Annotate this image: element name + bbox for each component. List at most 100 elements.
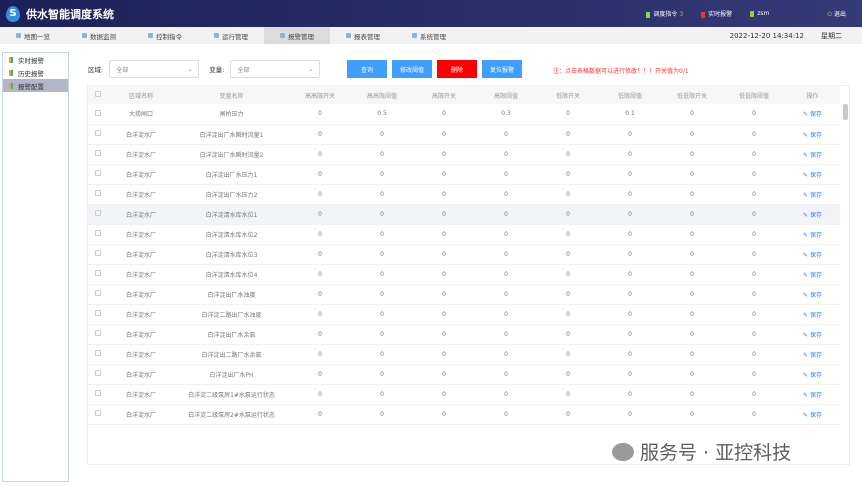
table-cell[interactable]: 0 [661,384,723,405]
table-cell[interactable]: 0 [289,284,351,305]
nav-item-3[interactable]: 运行管理 [198,27,264,44]
table-cell[interactable]: 0 [599,304,661,325]
save-button[interactable]: ✎ 保存 [785,364,840,385]
table-cell[interactable]: 0 [351,364,413,385]
table-cell[interactable]: 0 [537,144,599,165]
table-row[interactable]: 白洋淀水厂 白洋淀二级泵房1#水泵运行状态 0 0 0 0 0 0 0 0 ✎ 保存 [88,384,840,405]
table-cell[interactable]: 0 [351,324,413,345]
table-cell[interactable]: 0 [289,384,351,405]
table-cell[interactable]: 0 [661,304,723,325]
table-cell[interactable]: 0 [661,124,723,145]
table-cell[interactable]: 0 [413,344,475,365]
table-cell[interactable]: 0 [475,204,537,225]
save-button[interactable]: ✎ 保存 [785,104,840,125]
row-checkbox[interactable] [88,244,108,265]
table-cell[interactable]: 0 [661,264,723,285]
table-cell[interactable]: 0 [289,164,351,185]
table-cell[interactable]: 0 [723,164,785,185]
table-cell[interactable]: 0 [413,164,475,185]
logout-button[interactable]: ⏻ 退出 [827,9,846,19]
table-cell[interactable]: 0 [661,404,723,425]
table-cell[interactable]: 0 [599,404,661,425]
table-cell[interactable]: 0 [599,364,661,385]
nav-item-0[interactable]: 地图一览 [0,27,66,44]
table-cell[interactable]: 0 [537,284,599,305]
row-checkbox[interactable] [88,364,108,385]
table-cell[interactable]: 0 [723,144,785,165]
table-cell[interactable]: 0 [351,404,413,425]
table-cell[interactable]: 0 [537,264,599,285]
table-cell[interactable]: 0 [413,304,475,325]
table-cell[interactable]: 0 [289,244,351,265]
table-cell[interactable]: 0 [289,404,351,425]
table-cell[interactable]: 0 [413,364,475,385]
table-cell[interactable]: 0 [475,244,537,265]
table-cell[interactable]: 0 [351,164,413,185]
table-cell[interactable]: 0 [351,144,413,165]
table-cell[interactable]: 0 [289,204,351,225]
table-row[interactable]: 白洋淀水厂 白洋淀清水库水位3 0 0 0 0 0 0 0 0 ✎ 保存 [88,244,840,265]
row-checkbox[interactable] [88,104,108,125]
select-all-checkbox[interactable] [88,86,108,104]
table-cell[interactable]: 0 [289,124,351,145]
save-button[interactable]: ✎ 保存 [785,404,840,425]
table-cell[interactable]: 0 [537,304,599,325]
table-cell[interactable]: 0 [351,184,413,205]
row-checkbox[interactable] [88,344,108,365]
table-cell[interactable]: 0 [413,324,475,345]
table-cell[interactable]: 0 [413,284,475,305]
table-cell[interactable]: 0 [661,104,723,125]
table-cell[interactable]: 0 [289,224,351,245]
table-cell[interactable]: 0 [475,144,537,165]
modify-threshold-button[interactable]: 修改阈值 [392,60,432,78]
table-cell[interactable]: 0 [413,124,475,145]
table-cell[interactable]: 0 [351,344,413,365]
table-cell[interactable]: 0 [537,184,599,205]
table-cell[interactable]: 0 [475,224,537,245]
row-checkbox[interactable] [88,124,108,145]
table-cell[interactable]: 0 [723,224,785,245]
table-cell[interactable]: 0 [599,124,661,145]
save-button[interactable]: ✎ 保存 [785,164,840,185]
table-cell[interactable]: 0 [537,324,599,345]
table-cell[interactable]: 0 [537,244,599,265]
table-cell[interactable]: 0 [723,344,785,365]
table-cell[interactable]: 0 [289,104,351,125]
table-cell[interactable]: 0 [723,384,785,405]
row-checkbox[interactable] [88,144,108,165]
table-cell[interactable]: 0 [351,204,413,225]
save-button[interactable]: ✎ 保存 [785,384,840,405]
save-button[interactable]: ✎ 保存 [785,344,840,365]
table-cell[interactable]: 0 [475,184,537,205]
table-cell[interactable]: 0 [475,284,537,305]
table-row[interactable]: 白洋淀水厂 白洋淀出厂水瞬时流量2 0 0 0 0 0 0 0 0 ✎ 保存 [88,144,840,165]
table-cell[interactable]: 0 [723,284,785,305]
table-cell[interactable]: 0 [413,204,475,225]
query-button[interactable]: 查询 [347,60,387,78]
table-cell[interactable]: 0 [599,204,661,225]
table-cell[interactable]: 0 [661,344,723,365]
table-cell[interactable]: 0 [289,184,351,205]
reset-alarm-button[interactable]: 复位报警 [482,60,522,78]
table-cell[interactable]: 0 [351,244,413,265]
table-cell[interactable]: 0 [537,104,599,125]
table-cell[interactable]: 0 [351,304,413,325]
table-cell[interactable]: 0 [661,224,723,245]
save-button[interactable]: ✎ 保存 [785,144,840,165]
table-row[interactable]: 白洋淀水厂 白洋淀清水库水位2 0 0 0 0 0 0 0 0 ✎ 保存 [88,224,840,245]
table-cell[interactable]: 0 [413,224,475,245]
table-cell[interactable]: 0 [723,264,785,285]
table-cell[interactable]: 0 [289,324,351,345]
nav-item-5[interactable]: 报表管理 [330,27,396,44]
row-checkbox[interactable] [88,324,108,345]
row-checkbox[interactable] [88,224,108,245]
table-scrollbar[interactable] [843,104,848,120]
table-cell[interactable]: 0 [475,364,537,385]
table-cell[interactable]: 0 [475,404,537,425]
table-row[interactable]: 白洋淀水厂 白洋淀二路出厂水浊度 0 0 0 0 0 0 0 0 ✎ 保存 [88,304,840,325]
table-cell[interactable]: 0 [351,384,413,405]
table-cell[interactable]: 0 [289,304,351,325]
table-cell[interactable]: 0 [661,324,723,345]
row-checkbox[interactable] [88,284,108,305]
table-cell[interactable]: 0 [723,244,785,265]
